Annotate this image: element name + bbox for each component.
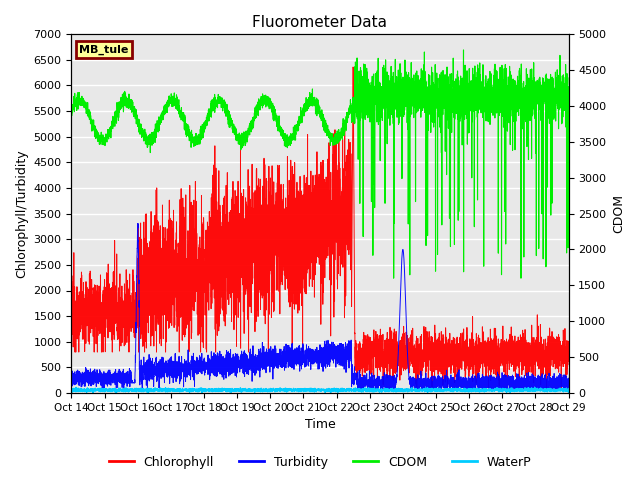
Legend: Chlorophyll, Turbidity, CDOM, WaterP: Chlorophyll, Turbidity, CDOM, WaterP (104, 451, 536, 474)
Y-axis label: Chlorophyll/Turbidity: Chlorophyll/Turbidity (15, 149, 28, 278)
X-axis label: Time: Time (305, 419, 335, 432)
Title: Fluorometer Data: Fluorometer Data (253, 15, 387, 30)
Y-axis label: CDOM: CDOM (612, 194, 625, 233)
Text: MB_tule: MB_tule (79, 45, 128, 55)
